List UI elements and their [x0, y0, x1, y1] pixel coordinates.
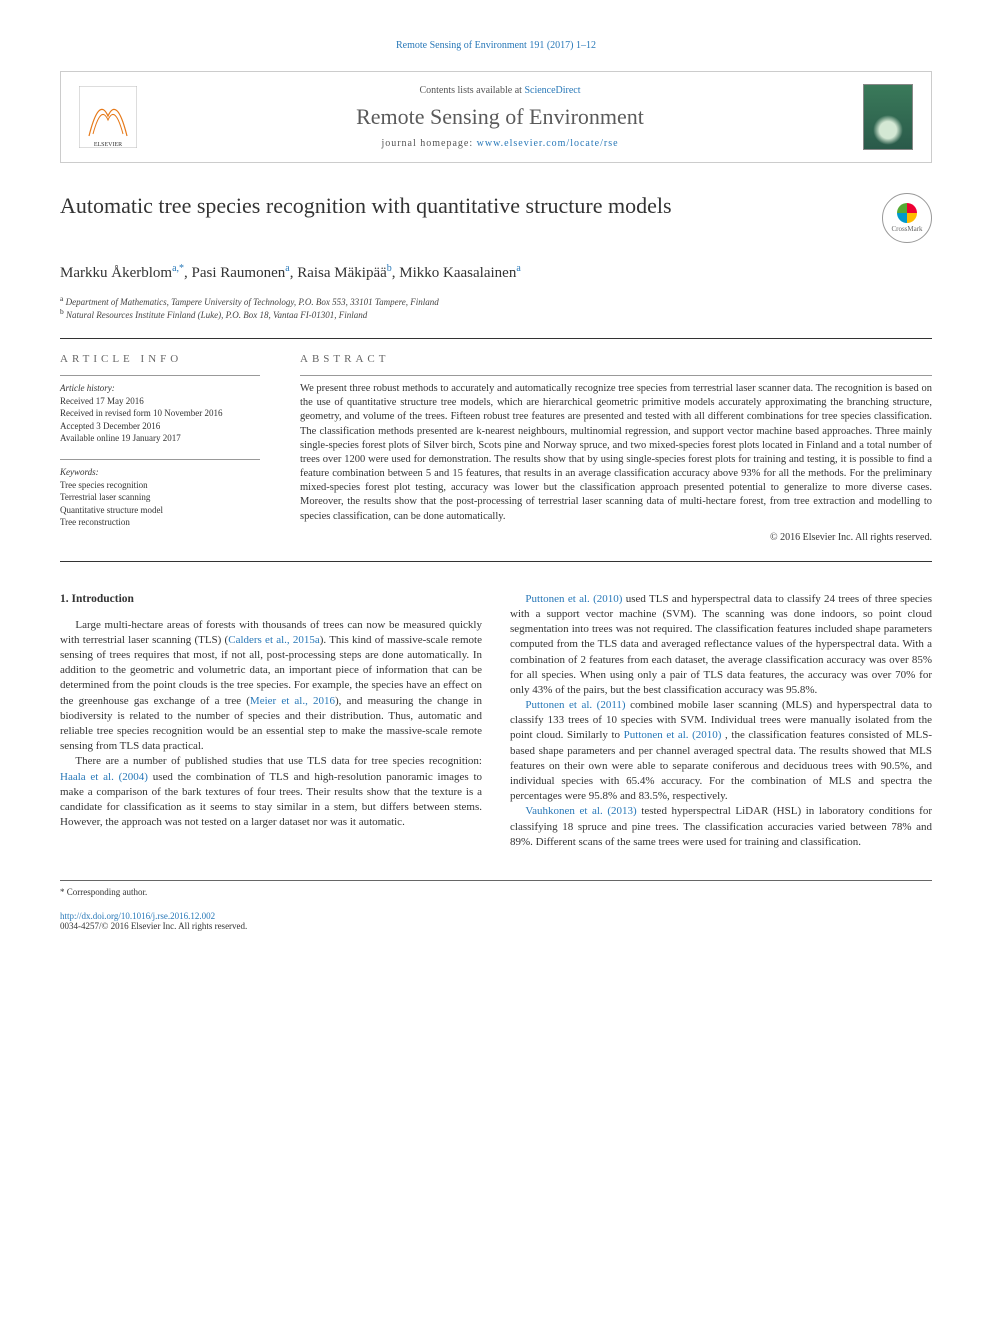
divider: [60, 338, 932, 339]
elsevier-logo-icon: ELSEVIER: [79, 86, 137, 148]
sciencedirect-link[interactable]: ScienceDirect: [524, 85, 580, 96]
article-title: Automatic tree species recognition with …: [60, 193, 872, 219]
homepage-link[interactable]: www.elsevier.com/locate/rse: [477, 138, 619, 149]
section-1-heading: 1. Introduction: [60, 592, 482, 608]
body-paragraph: There are a number of published studies …: [60, 754, 482, 830]
journal-cover-icon: [863, 84, 913, 150]
body-paragraph: Puttonen et al. (2010) used TLS and hype…: [510, 592, 932, 698]
doi-line: http://dx.doi.org/10.1016/j.rse.2016.12.…: [60, 911, 932, 921]
affiliation-b: b Natural Resources Institute Finland (L…: [60, 307, 932, 320]
body-paragraph: Vauhkonen et al. (2013) tested hyperspec…: [510, 804, 932, 850]
journal-homepage: journal homepage: www.elsevier.com/locat…: [157, 138, 843, 149]
crossmark-badge[interactable]: CrossMark: [882, 193, 932, 243]
journal-header: ELSEVIER Contents lists available at Sci…: [60, 71, 932, 163]
running-head: Remote Sensing of Environment 191 (2017)…: [60, 40, 932, 51]
crossmark-icon: [897, 203, 917, 223]
doi-link[interactable]: http://dx.doi.org/10.1016/j.rse.2016.12.…: [60, 911, 215, 921]
author-list: Markku Åkerbloma,*, Pasi Raumonena, Rais…: [60, 263, 932, 282]
svg-text:ELSEVIER: ELSEVIER: [94, 142, 122, 148]
issn-line: 0034-4257/© 2016 Elsevier Inc. All right…: [60, 921, 932, 931]
article-info-column: ARTICLE INFO Article history: Received 1…: [60, 353, 260, 543]
page-footer: * Corresponding author. http://dx.doi.or…: [60, 880, 932, 931]
affiliation-a: a Department of Mathematics, Tampere Uni…: [60, 294, 932, 307]
abstract-copyright: © 2016 Elsevier Inc. All rights reserved…: [300, 532, 932, 543]
abstract-column: ABSTRACT We present three robust methods…: [300, 353, 932, 543]
divider: [60, 561, 932, 562]
corresponding-author-note: * Corresponding author.: [60, 887, 932, 897]
contents-available: Contents lists available at ScienceDirec…: [157, 85, 843, 96]
affiliations: a Department of Mathematics, Tampere Uni…: [60, 294, 932, 320]
article-info-heading: ARTICLE INFO: [60, 353, 260, 365]
abstract-heading: ABSTRACT: [300, 353, 932, 365]
body-paragraph: Large multi-hectare areas of forests wit…: [60, 618, 482, 755]
abstract-text: We present three robust methods to accur…: [300, 375, 932, 524]
keywords-block: Keywords: Tree species recognition Terre…: [60, 459, 260, 529]
body-paragraph: Puttonen et al. (2011) combined mobile l…: [510, 698, 932, 804]
journal-name: Remote Sensing of Environment: [157, 104, 843, 130]
body-two-column: 1. Introduction Large multi-hectare area…: [60, 592, 932, 850]
article-history-block: Article history: Received 17 May 2016 Re…: [60, 375, 260, 445]
